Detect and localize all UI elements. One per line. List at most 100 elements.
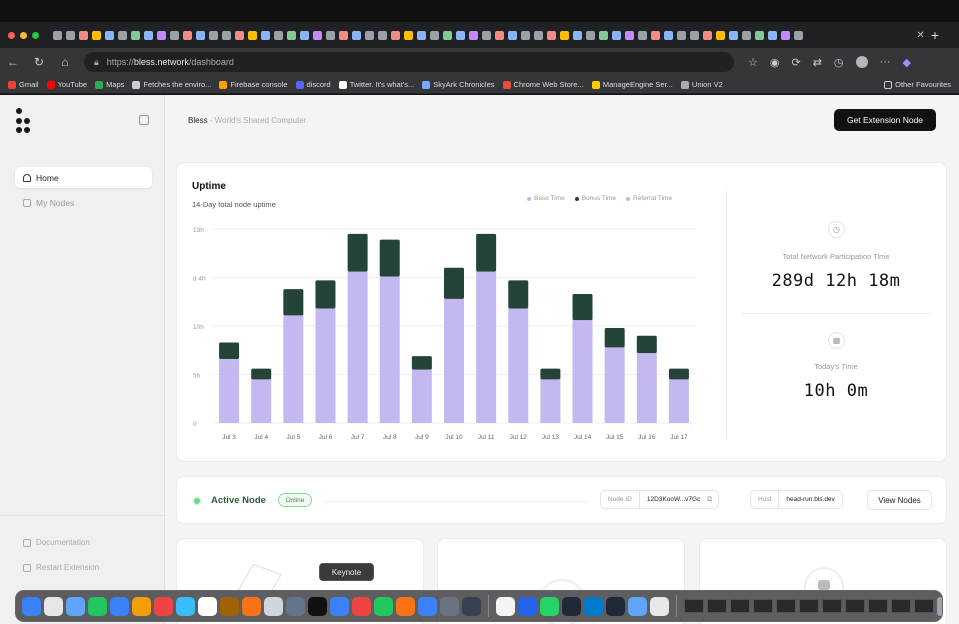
bar-bonus-time[interactable] [411,356,432,370]
tab-favicon[interactable] [196,30,205,40]
bar-bonus-time[interactable] [540,368,561,380]
tab-favicon[interactable] [53,30,62,40]
tab-favicon[interactable] [625,30,634,40]
home-icon[interactable]: ⌂ [61,55,69,69]
profile-avatar[interactable] [855,56,868,68]
tab-favicon[interactable] [638,30,647,40]
sync-icon[interactable]: ⇄ [812,56,822,69]
bar-base-time[interactable] [251,379,272,423]
dock-app-icon[interactable] [396,596,415,616]
reload-icon[interactable]: ↻ [33,55,45,69]
dock-app-icon[interactable] [352,596,371,616]
tab-favicon[interactable] [690,30,699,40]
dock-minimized-window[interactable] [799,599,819,613]
tab-favicon[interactable] [391,30,400,40]
bar-bonus-time[interactable] [668,368,689,380]
bookmark-item[interactable]: Maps [95,80,124,89]
tab-favicon[interactable] [378,30,387,40]
dock-app-icon[interactable] [66,596,85,616]
dock-minimized-window[interactable] [684,599,704,613]
bookmark-item[interactable]: Fetches the enviro... [132,80,211,89]
new-tab-icon[interactable]: + [930,27,939,43]
dock-app-icon[interactable] [242,596,261,616]
bookmark-item[interactable]: Firebase console [219,80,288,89]
tab-favicon[interactable] [729,30,738,40]
tab-favicon[interactable] [183,30,192,40]
dock-app-icon[interactable] [584,596,603,616]
dock-app-icon[interactable] [308,596,327,616]
bar-base-time[interactable] [508,308,529,423]
tab-favicon[interactable] [157,30,166,40]
dock-minimized-window[interactable] [914,599,934,613]
sidebar-item-restart-extension[interactable]: Restart Extension [23,563,99,572]
bar-bonus-time[interactable] [604,327,625,348]
bar-base-time[interactable] [636,353,657,423]
sidebar-collapse-icon[interactable] [139,115,149,125]
bar-bonus-time[interactable] [219,342,240,359]
bar-base-time[interactable] [444,298,464,423]
dock-app-icon[interactable] [264,596,283,616]
dock-minimized-window[interactable] [845,599,865,613]
bookmark-item[interactable]: Twitter. It's what's... [338,80,414,89]
other-favourites[interactable]: Other Favourites [884,80,951,89]
dock-minimized-window[interactable] [707,599,727,613]
tab-favicon[interactable] [547,30,556,40]
dock-app-icon[interactable] [198,596,217,616]
bookmark-item[interactable]: Union V2 [680,80,723,89]
tab-favicon[interactable] [768,30,777,40]
dock-app-icon[interactable] [496,596,515,616]
bar-base-time[interactable] [315,308,336,423]
tab-favicon[interactable] [586,30,595,40]
dock-minimized-window[interactable] [753,599,773,613]
extension-icon[interactable]: ◉ [769,56,780,69]
back-icon[interactable]: ← [7,55,19,69]
bookmark-item[interactable]: discord [295,80,331,89]
close-window-icon[interactable] [8,31,15,39]
tab-favicon[interactable] [677,30,686,40]
tab-favicon[interactable] [443,30,452,40]
window-controls[interactable] [8,31,39,39]
tab-favicon[interactable] [313,30,322,40]
dock-app-icon[interactable] [44,596,63,616]
minimize-window-icon[interactable] [20,31,27,39]
dock-app-icon[interactable] [220,596,239,616]
bookmark-item[interactable]: Chrome Web Store... [502,80,584,89]
tab-favicon[interactable] [248,30,257,40]
bar-bonus-time[interactable] [572,293,593,321]
dock-app-icon[interactable] [374,596,393,616]
bookmark-item[interactable]: YouTube [46,80,87,89]
bar-base-time[interactable] [347,271,368,423]
tab-favicon[interactable] [534,30,543,40]
sidebar-item-documentation[interactable]: Documentation [23,538,90,547]
copilot-icon[interactable]: ◆ [902,56,911,69]
copy-icon[interactable]: ⧉ [707,495,712,503]
dock-app-icon[interactable] [518,596,537,616]
tab-favicon[interactable] [495,30,504,40]
tab-favicon[interactable] [703,30,712,40]
tab-favicon[interactable] [79,30,88,40]
bookmark-item[interactable]: SkyArk Chronicles [422,80,495,89]
node-id-field[interactable]: Node ID 12D3KooW...v7Gc ⧉ [600,490,719,509]
tab-favicon[interactable] [716,30,725,40]
tab-favicon[interactable] [781,30,790,40]
tab-favicon[interactable] [144,30,153,40]
dock-minimized-window[interactable] [776,599,796,613]
dock-app-icon[interactable] [22,596,41,616]
bookmark-item[interactable]: Gmail [8,80,39,89]
tab-favicon[interactable] [300,30,309,40]
dock-app-icon[interactable] [606,596,625,616]
dock-app-icon[interactable] [330,596,349,616]
dock-minimized-window[interactable] [891,599,911,613]
tab-favicon[interactable] [287,30,296,40]
dock-app-icon[interactable] [418,596,437,616]
address-bar[interactable]: 🔒︎ https://bless.network/dashboard [84,52,734,72]
tab-favicon[interactable] [755,30,764,40]
tab-favicon[interactable] [664,30,673,40]
dock-minimized-window[interactable] [868,599,888,613]
maximize-window-icon[interactable] [32,31,39,39]
dock-app-icon[interactable] [110,596,129,616]
tab-favicon[interactable] [118,30,127,40]
bar-bonus-time[interactable] [315,280,336,309]
tab-favicon[interactable] [482,30,491,40]
tab-favicon[interactable] [651,30,660,40]
